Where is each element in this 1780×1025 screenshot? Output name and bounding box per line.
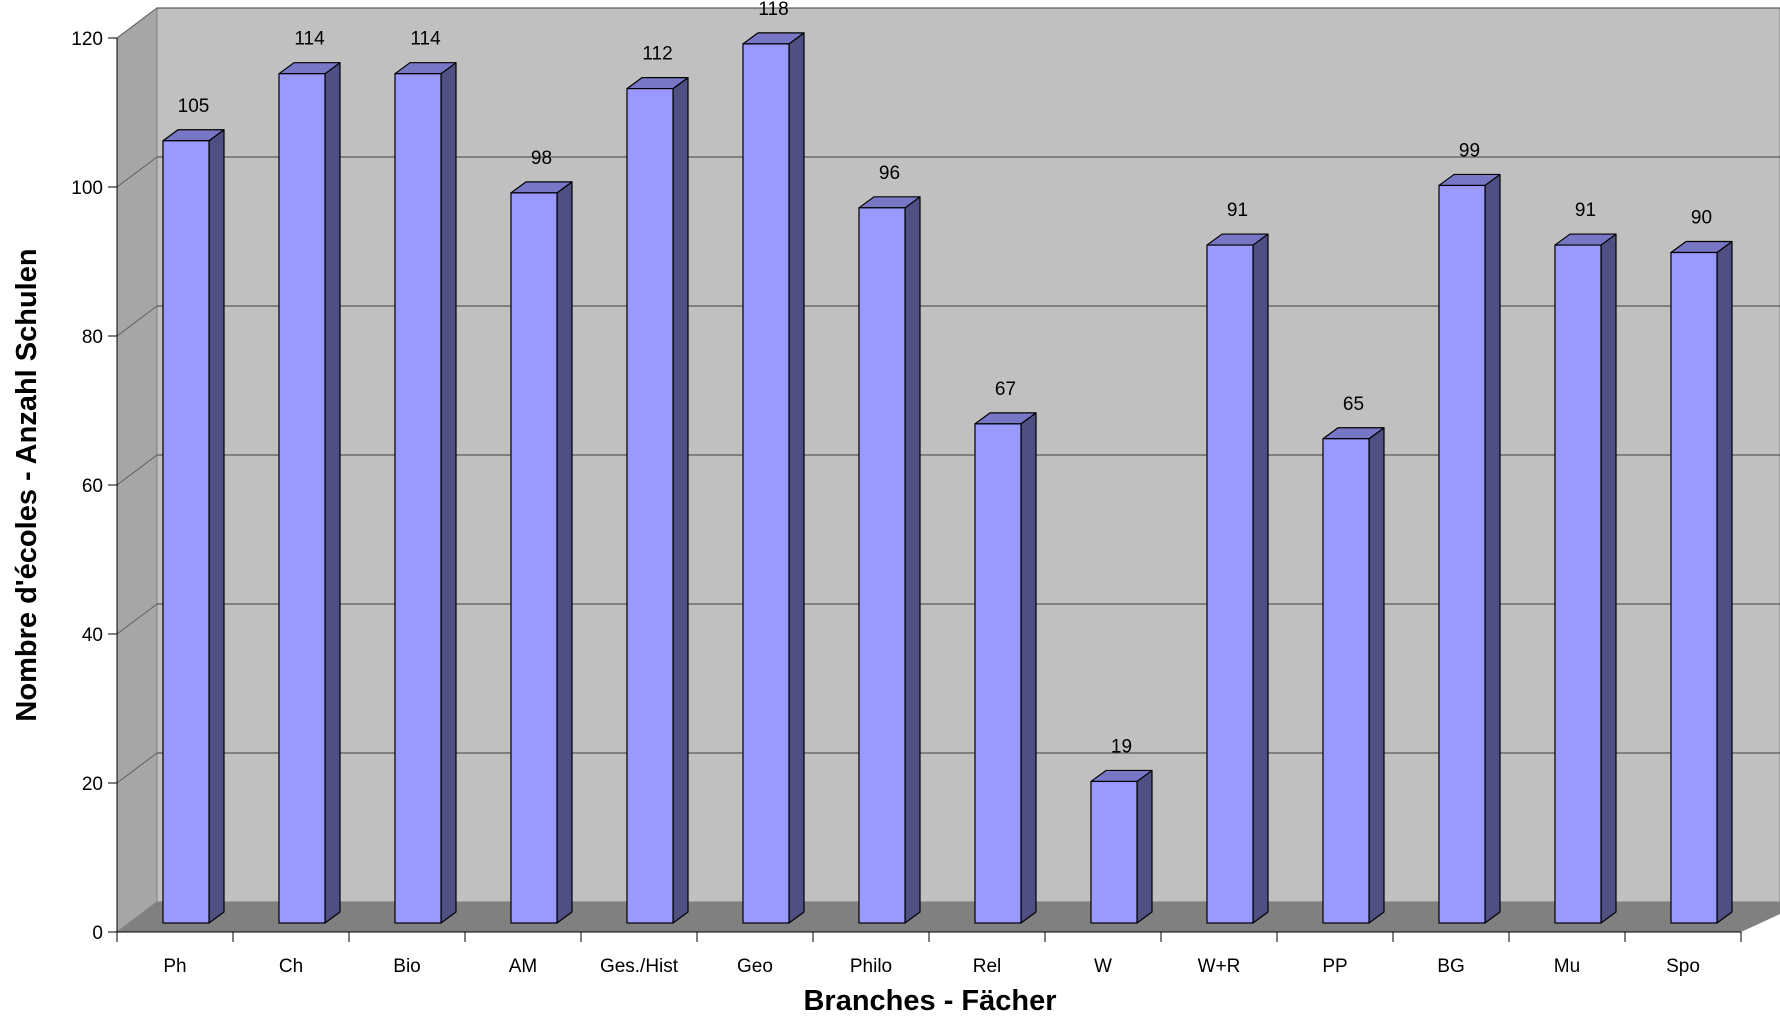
bar: [510, 181, 573, 924]
bar: [1554, 233, 1617, 924]
bar-front: [974, 423, 1022, 924]
bar-front: [1670, 251, 1718, 924]
bar-side: [904, 196, 921, 924]
gridline-side: [116, 7, 158, 39]
category-label: Bio: [393, 956, 420, 977]
gridline-side: [116, 603, 158, 635]
value-label: 96: [879, 163, 900, 184]
bar: [858, 196, 921, 924]
bar-side: [1020, 412, 1037, 924]
bar: [742, 32, 805, 924]
y-tick-label: 80: [82, 327, 103, 348]
y-tick-label: 100: [71, 178, 103, 199]
bar-side: [672, 76, 689, 924]
bar: [1670, 240, 1733, 924]
value-label: 91: [1575, 200, 1596, 221]
bar-front: [626, 87, 674, 924]
category-label: Geo: [737, 956, 773, 977]
axes: 0 20 40 60 80 100 120 Ph Ch Bio AM Ges./Hist Geo Phil…: [71, 29, 1742, 977]
bar: [162, 129, 225, 924]
bar-front: [1438, 184, 1486, 924]
bar-front: [162, 140, 210, 924]
category-label: Philo: [850, 956, 892, 977]
value-label: 118: [758, 0, 788, 20]
bar-front: [278, 73, 326, 924]
y-tick-label: 120: [71, 29, 103, 50]
category-label: Ch: [279, 956, 303, 977]
bar-front: [510, 192, 558, 924]
bar: [974, 412, 1037, 924]
gridline-side: [116, 752, 158, 784]
bar-side: [324, 62, 341, 924]
value-label: 105: [178, 96, 210, 117]
bar-front: [1090, 780, 1138, 924]
x-axis-title: Branches - Fächer: [803, 985, 1056, 1017]
category-label: BG: [1437, 956, 1464, 977]
y-tick-label: 20: [82, 774, 103, 795]
labels: 105 114 114 98 112 118 96 67 19 91 65 99 91 90: [178, 0, 1712, 757]
category-label: AM: [509, 956, 538, 977]
bar-side: [1136, 769, 1153, 924]
bar: [1438, 173, 1501, 924]
value-label: 91: [1227, 200, 1248, 221]
category-label: Ges./Hist: [600, 956, 679, 977]
bar: [1322, 427, 1385, 924]
bar-front: [394, 73, 442, 924]
bar: [626, 76, 689, 924]
gridline-side: [116, 156, 158, 188]
bar-side: [788, 32, 805, 924]
bar: [1090, 769, 1153, 924]
chart-walls: [116, 7, 1780, 933]
value-label: 114: [294, 29, 325, 50]
value-label: 98: [531, 148, 552, 169]
floor: [117, 902, 1780, 932]
category-label: PP: [1322, 956, 1347, 977]
y-tick-label: 0: [92, 923, 103, 944]
y-tick-label: 60: [82, 476, 103, 497]
bar-front: [858, 207, 906, 924]
gridline-side: [116, 454, 158, 486]
bar: [1206, 233, 1269, 924]
bar: [278, 62, 341, 924]
bar-side: [208, 129, 225, 924]
bar-front: [1322, 438, 1370, 924]
bar-side: [1368, 427, 1385, 924]
y-axis-title: Nombre d'écoles - Anzahl Schulen: [11, 248, 43, 721]
category-label: W: [1094, 956, 1112, 977]
category-label: W+R: [1198, 956, 1241, 977]
category-label: Ph: [163, 956, 186, 977]
value-label: 19: [1111, 736, 1132, 757]
bar: [394, 62, 457, 924]
category-label: Spo: [1666, 956, 1700, 977]
bar-side: [1484, 173, 1501, 924]
value-label: 114: [410, 29, 441, 50]
bar-front: [1554, 244, 1602, 924]
bars: [162, 32, 1733, 924]
category-label: Mu: [1554, 956, 1580, 977]
bar-front: [1206, 244, 1254, 924]
value-label: 99: [1459, 140, 1480, 161]
bar-side: [1600, 233, 1617, 924]
bar-front: [742, 43, 790, 924]
value-label: 90: [1691, 208, 1712, 229]
bar-side: [1716, 240, 1733, 924]
category-label: Rel: [973, 956, 1002, 977]
value-label: 67: [995, 379, 1016, 400]
bar-side: [1252, 233, 1269, 924]
value-label: 65: [1343, 394, 1364, 415]
y-tick-label: 40: [82, 625, 103, 646]
bar-side: [556, 181, 573, 924]
gridline-side: [116, 305, 158, 337]
value-label: 112: [642, 44, 672, 65]
bar-side: [440, 62, 457, 924]
